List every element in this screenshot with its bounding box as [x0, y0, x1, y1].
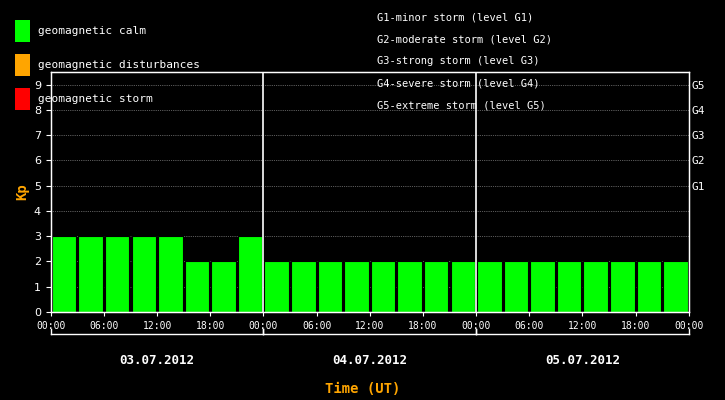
Y-axis label: Kp: Kp: [16, 184, 30, 200]
Bar: [557, 262, 581, 312]
Bar: [344, 262, 369, 312]
Text: 04.07.2012: 04.07.2012: [332, 354, 407, 366]
Bar: [610, 262, 634, 312]
Text: G1-minor storm (level G1): G1-minor storm (level G1): [377, 12, 534, 22]
Bar: [450, 262, 475, 312]
Bar: [477, 262, 502, 312]
Bar: [530, 262, 555, 312]
Text: 03.07.2012: 03.07.2012: [120, 354, 194, 366]
Text: G5-extreme storm (level G5): G5-extreme storm (level G5): [377, 100, 546, 110]
Bar: [131, 236, 156, 312]
Bar: [265, 262, 289, 312]
Text: 05.07.2012: 05.07.2012: [545, 354, 620, 366]
Bar: [51, 236, 76, 312]
Bar: [504, 262, 529, 312]
Bar: [158, 236, 183, 312]
Bar: [424, 262, 449, 312]
Bar: [318, 262, 342, 312]
Text: G4-severe storm (level G4): G4-severe storm (level G4): [377, 78, 539, 88]
Bar: [291, 262, 315, 312]
Bar: [185, 262, 210, 312]
Bar: [211, 262, 236, 312]
Bar: [584, 262, 608, 312]
Text: Time (UT): Time (UT): [325, 382, 400, 396]
Bar: [663, 262, 688, 312]
Text: geomagnetic disturbances: geomagnetic disturbances: [38, 60, 199, 70]
Text: geomagnetic storm: geomagnetic storm: [38, 94, 152, 104]
Text: geomagnetic calm: geomagnetic calm: [38, 26, 146, 36]
Text: G2-moderate storm (level G2): G2-moderate storm (level G2): [377, 34, 552, 44]
Bar: [105, 236, 130, 312]
Bar: [637, 262, 661, 312]
Bar: [238, 236, 262, 312]
Bar: [78, 236, 103, 312]
Bar: [370, 262, 395, 312]
Text: G3-strong storm (level G3): G3-strong storm (level G3): [377, 56, 539, 66]
Bar: [397, 262, 422, 312]
